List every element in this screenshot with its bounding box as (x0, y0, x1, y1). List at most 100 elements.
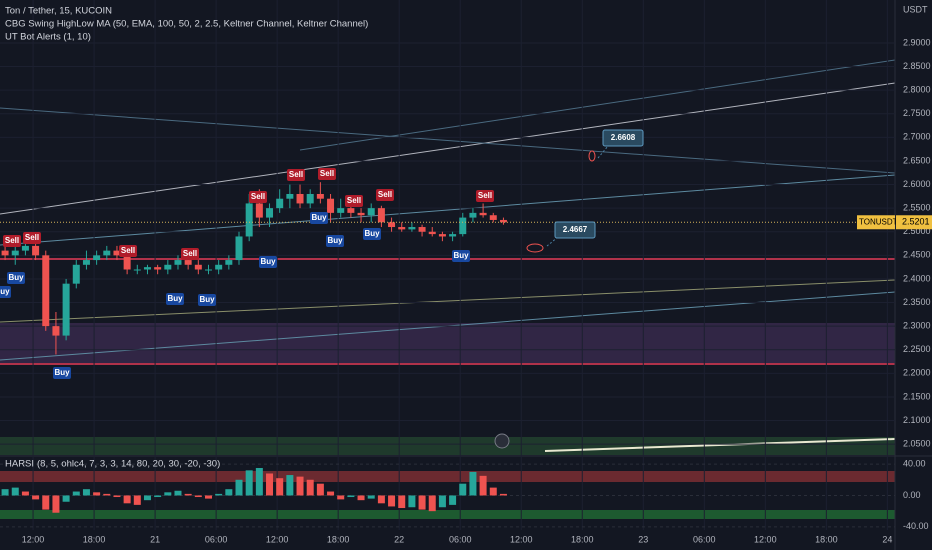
x-tick-label: 21 (150, 534, 160, 544)
signal-box (181, 248, 199, 260)
x-tick-label: 06:00 (449, 534, 472, 544)
signal: Buy (453, 251, 469, 260)
oscillator-bar (347, 495, 355, 498)
zone (0, 323, 895, 365)
oscillator-bar (367, 495, 375, 499)
oscillator-bar (398, 495, 406, 509)
candle-body (479, 212, 487, 216)
candle-body (164, 264, 172, 270)
oscillator-bar (93, 492, 101, 496)
oscillator-bar (154, 495, 162, 498)
signal-box (259, 256, 277, 268)
y-tick-label: 2.3000 (903, 321, 931, 331)
y-tick-label: 2.2000 (903, 368, 931, 378)
y-tick-label: 2.7000 (903, 132, 931, 142)
channel-line (0, 107, 896, 174)
annotation-box (602, 129, 644, 147)
candle-body (489, 215, 497, 220)
candle-body (388, 222, 396, 228)
oscillator-params: (8, 5, ohlc4, 7, 3, 3, 14, 80, 20, 30, -… (37, 459, 220, 470)
signal: Sell (347, 196, 361, 205)
oscillator-bar (449, 495, 457, 505)
oscillator-bar (316, 483, 324, 496)
oscillator-bar (266, 473, 274, 496)
candle-body (286, 193, 294, 199)
oscillator-bar (225, 489, 233, 496)
oscillator-bar (418, 495, 426, 510)
zone (0, 471, 895, 482)
oscillator-bar (62, 495, 70, 502)
x-tick-label: 18:00 (83, 534, 106, 544)
signal-box (249, 191, 267, 203)
signal: Sell (183, 249, 197, 258)
x-tick-label: 12:00 (510, 534, 533, 544)
signal-box (476, 190, 494, 202)
candle-body (357, 212, 365, 216)
signal: Buy (54, 368, 70, 377)
x-tick-label: 12:00 (266, 534, 289, 544)
title: Ton / Tether, 15, KUCOIN (5, 6, 112, 17)
oscillator-bar (499, 493, 507, 496)
signal: Buy (327, 236, 343, 245)
signal: Sell (320, 169, 334, 178)
price-box (896, 215, 932, 230)
signal: Buy (167, 294, 183, 303)
oscillator-bar (174, 490, 182, 496)
signal: Sell (378, 190, 392, 199)
candle-body (469, 212, 477, 218)
indicator: CBG Swing HighLow MA (50, EMA, 100, 50, … (5, 19, 368, 30)
connector (597, 145, 609, 159)
signal-box (119, 245, 137, 257)
signal: Buy (260, 257, 276, 266)
candle-body (245, 203, 253, 237)
candle-body (428, 231, 436, 235)
oscillator-bar (82, 489, 90, 496)
x-tick-label: 24 (882, 534, 892, 544)
oscillator-bar (204, 495, 212, 499)
oscillator-bar (428, 495, 436, 512)
candle-body (235, 236, 243, 261)
oscillator-bar (113, 495, 121, 498)
candle-body (438, 234, 446, 237)
symbol: TONUSDT (859, 217, 898, 226)
candle-body (398, 227, 406, 230)
signal-box (23, 232, 41, 244)
signal-box (310, 212, 328, 224)
signal: Sell (121, 246, 135, 255)
zone (0, 437, 895, 455)
oscillator-bar (255, 467, 263, 496)
candle-body (316, 193, 324, 199)
oscillator-bar (377, 495, 385, 504)
channel-line (0, 279, 896, 323)
candle-body (327, 198, 335, 213)
replay-icon[interactable] (494, 433, 510, 449)
marker (526, 243, 544, 253)
oscillator-bar (438, 495, 446, 508)
candle-body (276, 198, 284, 209)
x-tick-label: 06:00 (205, 534, 228, 544)
oscillator-bar (469, 471, 477, 496)
y-tick-label: 2.0500 (903, 439, 931, 449)
annotation: 2.4667 (563, 225, 588, 234)
candle-body (367, 208, 375, 216)
oscillator-bar (388, 495, 396, 507)
signal-box (3, 235, 21, 247)
candle-body (143, 267, 151, 270)
candle-body (42, 255, 50, 327)
signal-box (345, 195, 363, 207)
signal-box (287, 169, 305, 181)
oscillator-bar (11, 487, 19, 496)
y-tick-label: 2.1500 (903, 391, 931, 401)
candle-body (215, 264, 223, 270)
candle-body (255, 203, 263, 218)
y-tick-label: 2.9000 (903, 37, 931, 47)
y-tick-label: 40.00 (903, 458, 926, 468)
candle-body (174, 260, 182, 265)
candle-body (82, 260, 90, 265)
candle-body (1, 250, 9, 256)
candle-body (133, 269, 141, 271)
signal-box (7, 272, 25, 284)
signal-box (198, 294, 216, 306)
y-tick-label: 2.8000 (903, 85, 931, 95)
